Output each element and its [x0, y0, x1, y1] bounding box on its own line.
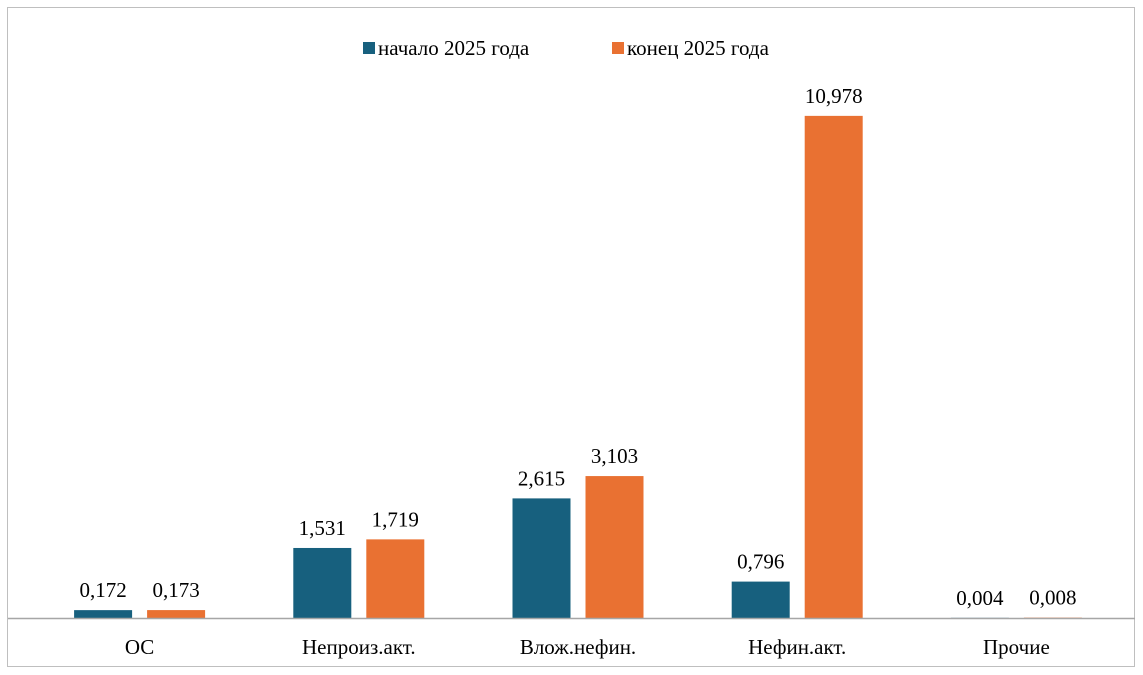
- x-axis-tick-labels: ОС Непроиз.акт. Влож.нефин. Нефин.акт. Прочи…: [125, 635, 1050, 659]
- bar-непроиз-акт-series-1: [293, 547, 352, 618]
- data-label-прочие-series-1: 0,004: [956, 586, 1004, 610]
- data-label-влож-нефин-series-2: 3,103: [591, 444, 638, 468]
- data-label-нефин-акт-series-2: 10,978: [805, 84, 863, 108]
- bar-влож-нефин-series-2: [585, 476, 644, 618]
- legend-label-series-1: начало 2025 года: [378, 36, 530, 60]
- legend-swatch-series-2: [612, 42, 624, 54]
- data-label-непроиз-акт-series-1: 1,531: [299, 516, 346, 540]
- bar-ос-series-2: [147, 610, 206, 618]
- chart-legend: начало 2025 года конец 2025 года: [363, 36, 770, 60]
- legend-item-series-1: начало 2025 года: [363, 36, 530, 60]
- legend-swatch-series-1: [363, 42, 375, 54]
- data-label-ос-series-2: 0,173: [152, 578, 199, 602]
- data-label-влож-нефин-series-1: 2,615: [518, 466, 565, 490]
- chart-frame: [7, 7, 1135, 667]
- legend-item-series-2: конец 2025 года: [612, 36, 770, 60]
- data-label-нефин-акт-series-1: 0,796: [737, 550, 784, 574]
- chart-bars: [74, 115, 1082, 618]
- bar-влож-нефин-series-1: [512, 498, 571, 618]
- x-tick-label-прочие: Прочие: [983, 635, 1050, 659]
- data-label-непроиз-акт-series-2: 1,719: [372, 507, 419, 531]
- x-tick-label-влож-нефин: Влож.нефин.: [520, 635, 636, 659]
- legend-label-series-2: конец 2025 года: [627, 36, 770, 60]
- bar-непроиз-акт-series-2: [366, 539, 425, 618]
- bar-нефин-акт-series-2: [804, 115, 863, 618]
- x-tick-label-ос: ОС: [125, 635, 154, 659]
- bar-нефин-акт-series-1: [731, 581, 790, 618]
- data-label-ос-series-1: 0,172: [79, 578, 126, 602]
- x-tick-label-нефин-акт: Нефин.акт.: [748, 635, 846, 659]
- data-label-прочие-series-2: 0,008: [1029, 586, 1076, 610]
- chart-data-labels: 0,172 0,173 1,531 1,719 2,615 3,103 0,796 10,97…: [79, 84, 1076, 610]
- x-tick-label-непроиз-акт: Непроиз.акт.: [302, 635, 416, 659]
- bar-ос-series-1: [74, 610, 133, 618]
